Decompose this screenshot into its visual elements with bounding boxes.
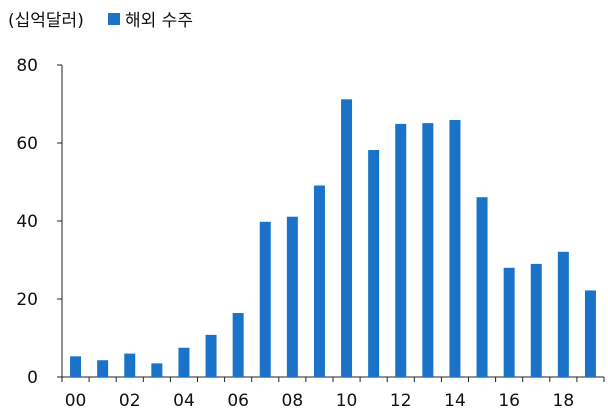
bar [368,150,380,377]
x-tick-label: 08 [282,391,304,410]
bar [286,216,298,377]
bar [259,221,271,377]
x-tick-label: 16 [498,391,520,410]
bar [395,123,407,377]
bar [124,353,136,377]
x-tick-label: 18 [553,391,575,410]
x-tick-label: 04 [173,391,195,410]
x-tick-label: 00 [65,391,87,410]
x-tick-label: 14 [444,391,466,410]
legend-label: 해외 수주 [125,11,193,31]
bar [178,347,190,377]
bar [151,363,163,377]
bar [422,123,434,377]
bar [476,197,488,377]
bar [584,290,596,377]
y-unit-label: (십억달러) [8,11,84,31]
bar [530,263,542,377]
y-tick-label: 40 [16,212,38,232]
x-tick-label: 02 [119,391,141,410]
bar [97,360,109,377]
legend: 해외 수주 [108,6,193,31]
x-tick-label: 12 [390,391,412,410]
bar [449,119,461,378]
bar [313,185,325,377]
bar [557,251,569,377]
bar [205,334,217,377]
bar [341,99,353,377]
y-tick-label: 80 [16,56,38,76]
bar [232,313,244,377]
y-tick-label: 20 [16,290,38,310]
bar [70,356,82,377]
y-tick-label: 60 [16,134,38,154]
bar [503,267,515,377]
y-tick-label: 0 [27,368,38,388]
x-tick-label: 06 [227,391,249,410]
x-tick-label: 10 [336,391,358,410]
legend-swatch [108,12,120,25]
